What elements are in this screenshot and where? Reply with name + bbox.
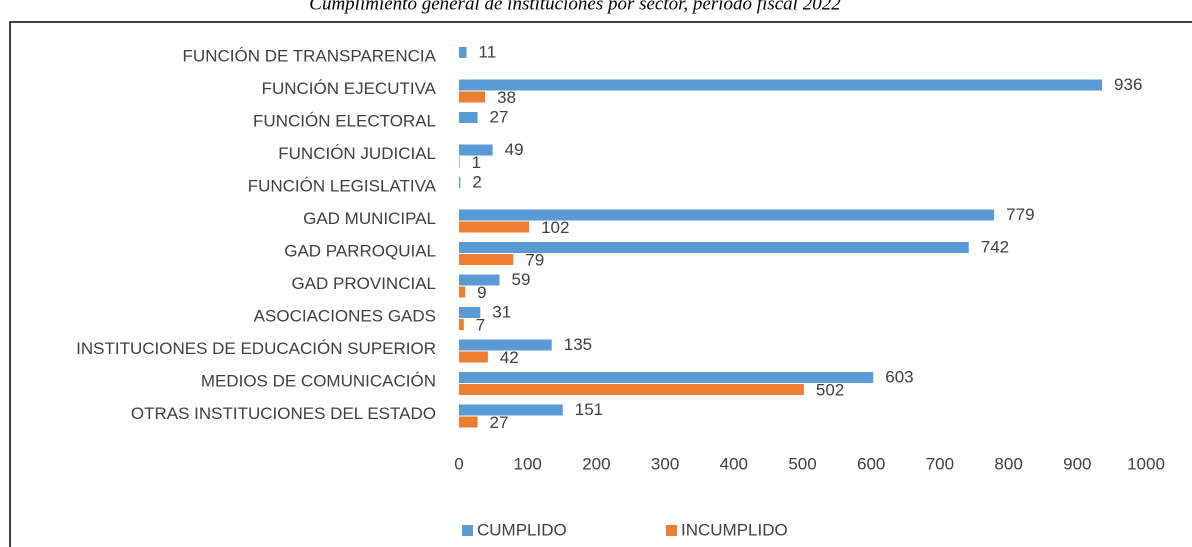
legend-label: CUMPLIDO <box>477 520 567 539</box>
bar <box>459 404 563 416</box>
x-tick-label: 900 <box>1063 454 1091 473</box>
data-label: 31 <box>492 302 511 321</box>
bar <box>459 156 460 168</box>
data-label: 49 <box>505 140 524 159</box>
x-tick-label: 200 <box>582 454 610 473</box>
bar <box>459 254 514 265</box>
y-tick-label: GAD MUNICIPAL <box>303 209 436 228</box>
x-tick-label: 400 <box>720 454 748 473</box>
y-tick-label: FUNCIÓN ELECTORAL <box>253 111 436 130</box>
data-label: 27 <box>490 413 509 432</box>
legend-swatch <box>462 525 473 536</box>
legend-label: INCUMPLIDO <box>681 520 788 539</box>
data-label: 102 <box>541 218 569 237</box>
bar <box>459 307 481 318</box>
bar <box>459 144 493 156</box>
y-tick-label: FUNCIÓN LEGISLATIVA <box>248 176 437 195</box>
y-tick-label: FUNCIÓN DE TRANSPARENCIA <box>183 46 437 65</box>
data-label: 936 <box>1114 75 1142 94</box>
bar <box>459 274 500 286</box>
data-label: 135 <box>564 335 592 354</box>
bar <box>459 177 461 188</box>
x-tick-label: 500 <box>788 454 816 473</box>
y-tick-label: MEDIOS DE COMUNICACIÓN <box>201 371 436 390</box>
data-label: 79 <box>525 250 544 269</box>
data-label: 9 <box>477 283 486 302</box>
data-label: 603 <box>885 367 913 386</box>
x-tick-label: 600 <box>857 454 885 473</box>
bar <box>459 372 874 383</box>
data-label: 742 <box>981 237 1009 256</box>
bar <box>459 221 530 233</box>
bar <box>459 286 466 298</box>
bar <box>459 384 804 395</box>
y-tick-label: INSTITUCIONES DE EDUCACIÓN SUPERIOR <box>76 339 436 358</box>
bar <box>459 91 486 103</box>
y-tick-label: OTRAS INSTITUCIONES DEL ESTADO <box>131 404 436 423</box>
x-tick-label: 300 <box>651 454 679 473</box>
data-label: 38 <box>497 88 516 107</box>
data-label: 27 <box>490 107 509 126</box>
bar <box>459 242 969 253</box>
y-tick-label: ASOCIACIONES GADS <box>254 306 436 325</box>
data-label: 779 <box>1006 205 1034 224</box>
bar <box>459 339 552 351</box>
bar <box>459 319 464 330</box>
data-label: 7 <box>476 315 485 334</box>
data-label: 1 <box>472 153 481 172</box>
data-label: 151 <box>575 400 603 419</box>
data-label: 42 <box>500 348 519 367</box>
chart-frame <box>9 21 1192 547</box>
y-tick-label: FUNCIÓN JUDICIAL <box>278 144 436 163</box>
data-label: 502 <box>816 380 844 399</box>
x-tick-label: 800 <box>994 454 1022 473</box>
data-label: 59 <box>512 270 531 289</box>
bar <box>459 351 488 363</box>
x-tick-label: 0 <box>454 454 463 473</box>
chart-title: Cumplimiento general de instituciones po… <box>309 0 841 14</box>
data-label: 2 <box>472 172 481 191</box>
x-tick-label: 100 <box>514 454 542 473</box>
bar <box>459 209 995 221</box>
x-tick-label: 1000 <box>1127 454 1165 473</box>
bar <box>459 79 1103 91</box>
y-tick-label: GAD PARROQUIAL <box>284 241 436 260</box>
x-tick-label: 700 <box>926 454 954 473</box>
bar <box>459 416 478 428</box>
data-label: 11 <box>479 42 497 61</box>
y-tick-label: FUNCIÓN EJECUTIVA <box>262 79 437 98</box>
legend-swatch <box>666 525 677 536</box>
bar <box>459 112 478 123</box>
bar <box>459 47 467 58</box>
y-tick-label: GAD PROVINCIAL <box>291 274 436 293</box>
